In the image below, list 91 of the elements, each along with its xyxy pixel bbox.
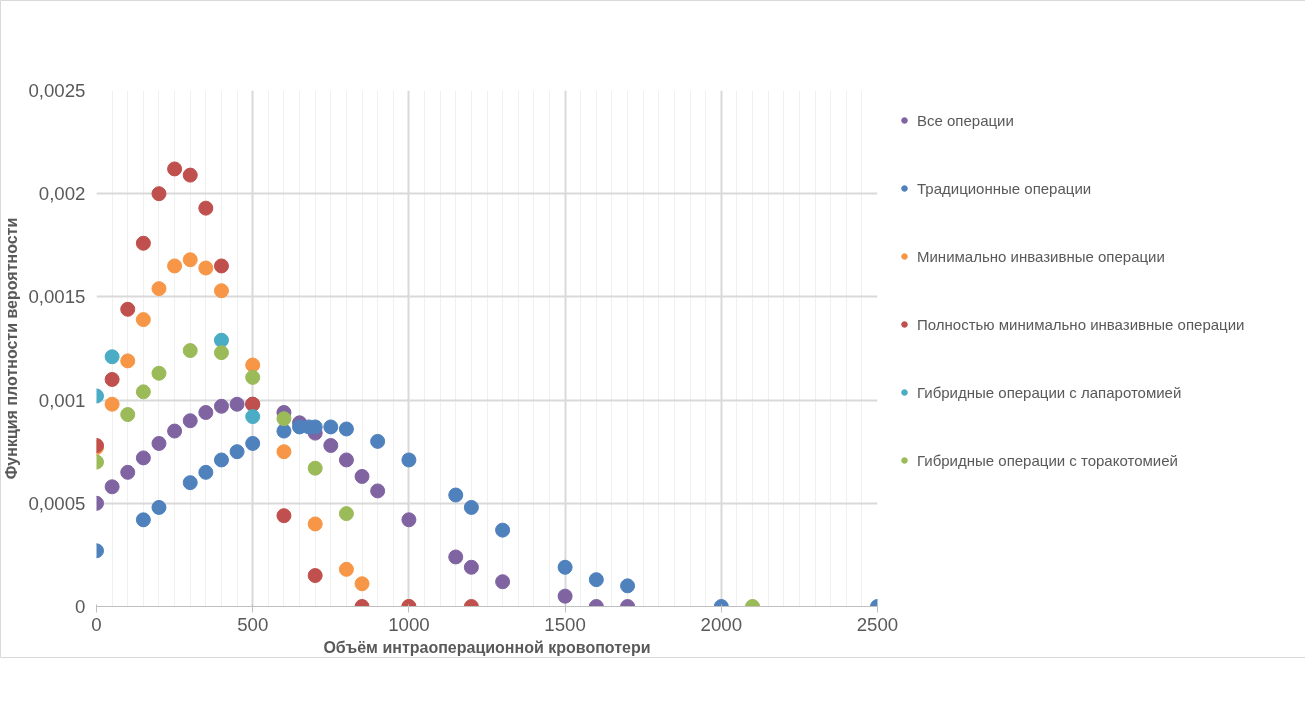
point bbox=[213, 398, 229, 414]
x-tick-label: 2000 bbox=[700, 613, 743, 635]
y-tick-label: 0,0015 bbox=[28, 286, 86, 308]
point bbox=[213, 332, 229, 348]
y-tick-label: 0,001 bbox=[38, 389, 86, 411]
point bbox=[463, 499, 479, 515]
point bbox=[120, 353, 136, 369]
point bbox=[182, 167, 198, 183]
point bbox=[463, 559, 479, 575]
point bbox=[213, 258, 229, 274]
point bbox=[120, 464, 136, 480]
point bbox=[120, 301, 136, 317]
point bbox=[213, 452, 229, 468]
x-tick-label: 1000 bbox=[388, 613, 430, 635]
y-axis-title: Функция плотности вероятности bbox=[3, 217, 21, 480]
point bbox=[198, 464, 214, 480]
y-tick-label: 0,0025 bbox=[28, 80, 86, 101]
point bbox=[354, 576, 370, 592]
point bbox=[182, 252, 198, 268]
point bbox=[167, 258, 183, 274]
point bbox=[338, 561, 354, 577]
point bbox=[245, 369, 261, 385]
point bbox=[276, 444, 292, 460]
legend-label: Все операции bbox=[917, 111, 1014, 129]
point bbox=[401, 452, 417, 468]
legend-label: Традиционные операции bbox=[917, 179, 1092, 197]
point bbox=[135, 312, 151, 328]
point bbox=[198, 200, 214, 216]
point bbox=[276, 508, 292, 524]
point bbox=[229, 396, 245, 412]
point bbox=[307, 460, 323, 476]
point bbox=[557, 588, 573, 604]
point bbox=[151, 499, 167, 515]
point bbox=[307, 516, 323, 532]
point bbox=[151, 365, 167, 381]
x-tick-label: 500 bbox=[237, 613, 269, 635]
point bbox=[323, 419, 339, 435]
point bbox=[182, 343, 198, 359]
point bbox=[151, 186, 167, 202]
legend-label: Полностью минимально инвазивные операции bbox=[917, 315, 1245, 333]
point bbox=[370, 433, 386, 449]
point bbox=[229, 444, 245, 460]
point bbox=[151, 281, 167, 297]
point bbox=[198, 260, 214, 276]
point bbox=[338, 452, 354, 468]
point bbox=[401, 512, 417, 528]
point bbox=[245, 435, 261, 451]
point bbox=[620, 578, 636, 594]
point bbox=[338, 506, 354, 522]
point bbox=[557, 559, 573, 575]
y-tick-label: 0,0005 bbox=[28, 492, 86, 514]
point bbox=[104, 396, 120, 412]
point bbox=[104, 349, 120, 365]
point bbox=[120, 407, 136, 423]
point bbox=[167, 423, 183, 439]
legend-label: Минимально инвазивные операции bbox=[917, 247, 1165, 265]
point bbox=[370, 483, 386, 499]
point bbox=[135, 512, 151, 528]
y-tick-label: 0 bbox=[75, 596, 86, 617]
point bbox=[495, 574, 511, 590]
point bbox=[307, 568, 323, 584]
point bbox=[135, 384, 151, 400]
x-tick-label: 0 bbox=[91, 613, 102, 635]
point bbox=[167, 161, 183, 177]
point bbox=[495, 522, 511, 538]
point bbox=[448, 487, 464, 503]
point bbox=[135, 235, 151, 251]
x-tick-label: 2500 bbox=[856, 613, 899, 635]
legend-label: Гибридные операции с торакотомией bbox=[917, 451, 1178, 469]
point bbox=[354, 468, 370, 484]
point bbox=[151, 435, 167, 451]
point bbox=[323, 438, 339, 453]
point bbox=[213, 283, 229, 299]
point bbox=[245, 409, 261, 425]
point bbox=[182, 475, 198, 491]
point bbox=[135, 450, 151, 466]
point bbox=[588, 572, 604, 588]
legend-label: Гибридные операции с лапаротомией bbox=[917, 383, 1182, 401]
point bbox=[276, 411, 292, 427]
point bbox=[104, 479, 120, 495]
point bbox=[245, 357, 261, 373]
point bbox=[198, 405, 214, 420]
point bbox=[338, 421, 354, 437]
point bbox=[213, 345, 229, 361]
point bbox=[104, 371, 120, 387]
x-axis-title: Объём интраоперационной кровопотери bbox=[323, 638, 651, 656]
point bbox=[448, 549, 464, 565]
point bbox=[276, 423, 292, 439]
y-tick-label: 0,002 bbox=[38, 183, 86, 205]
point bbox=[182, 413, 198, 429]
x-tick-label: 1500 bbox=[544, 613, 586, 635]
